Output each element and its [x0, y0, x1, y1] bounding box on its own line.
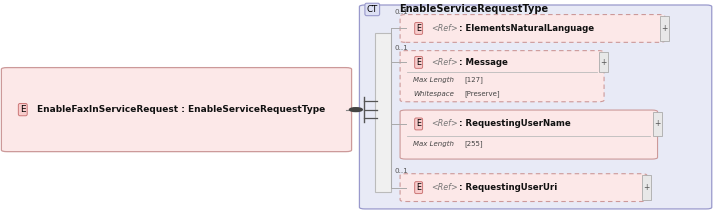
Text: [Preserve]: [Preserve] [464, 91, 500, 97]
Text: 0..1: 0..1 [395, 168, 408, 174]
Text: E: E [416, 183, 421, 192]
Bar [659, 16, 669, 41]
Text: : Message: : Message [459, 58, 508, 67]
Bar [652, 112, 662, 136]
Text: Max Length: Max Length [413, 77, 454, 83]
Bar [642, 175, 651, 200]
FancyBboxPatch shape [1, 68, 352, 152]
Text: E: E [20, 105, 26, 114]
Text: <Ref>: <Ref> [431, 24, 458, 33]
Text: <Ref>: <Ref> [431, 58, 458, 67]
FancyBboxPatch shape [359, 5, 712, 209]
Bar [599, 52, 609, 72]
FancyBboxPatch shape [400, 174, 647, 201]
Text: 0..1: 0..1 [395, 45, 408, 51]
Text: EnableFaxInServiceRequest : EnableServiceRequestType: EnableFaxInServiceRequest : EnableServic… [37, 105, 325, 114]
Text: [255]: [255] [464, 140, 483, 147]
Text: E: E [416, 24, 421, 33]
Text: : RequestingUserName: : RequestingUserName [459, 120, 571, 128]
Bar [375, 33, 391, 192]
FancyBboxPatch shape [400, 15, 664, 42]
Text: Whitespace: Whitespace [413, 91, 454, 97]
Text: 0..1: 0..1 [395, 9, 408, 15]
Text: : ElementsNaturalLanguage: : ElementsNaturalLanguage [459, 24, 594, 33]
Text: E: E [416, 58, 421, 67]
FancyBboxPatch shape [400, 110, 657, 159]
Text: [127]: [127] [464, 77, 483, 83]
Text: Max Length: Max Length [413, 140, 454, 146]
Text: <Ref>: <Ref> [431, 183, 458, 192]
Text: +: + [654, 120, 660, 128]
Text: <Ref>: <Ref> [431, 120, 458, 128]
Text: +: + [643, 183, 649, 192]
Text: E: E [416, 120, 421, 128]
Circle shape [349, 108, 362, 112]
Text: : RequestingUserUri: : RequestingUserUri [459, 183, 558, 192]
Text: EnableServiceRequestType: EnableServiceRequestType [400, 5, 548, 14]
Text: +: + [661, 24, 667, 33]
Text: +: + [601, 58, 607, 67]
FancyBboxPatch shape [400, 51, 604, 102]
Text: CT: CT [367, 5, 378, 14]
